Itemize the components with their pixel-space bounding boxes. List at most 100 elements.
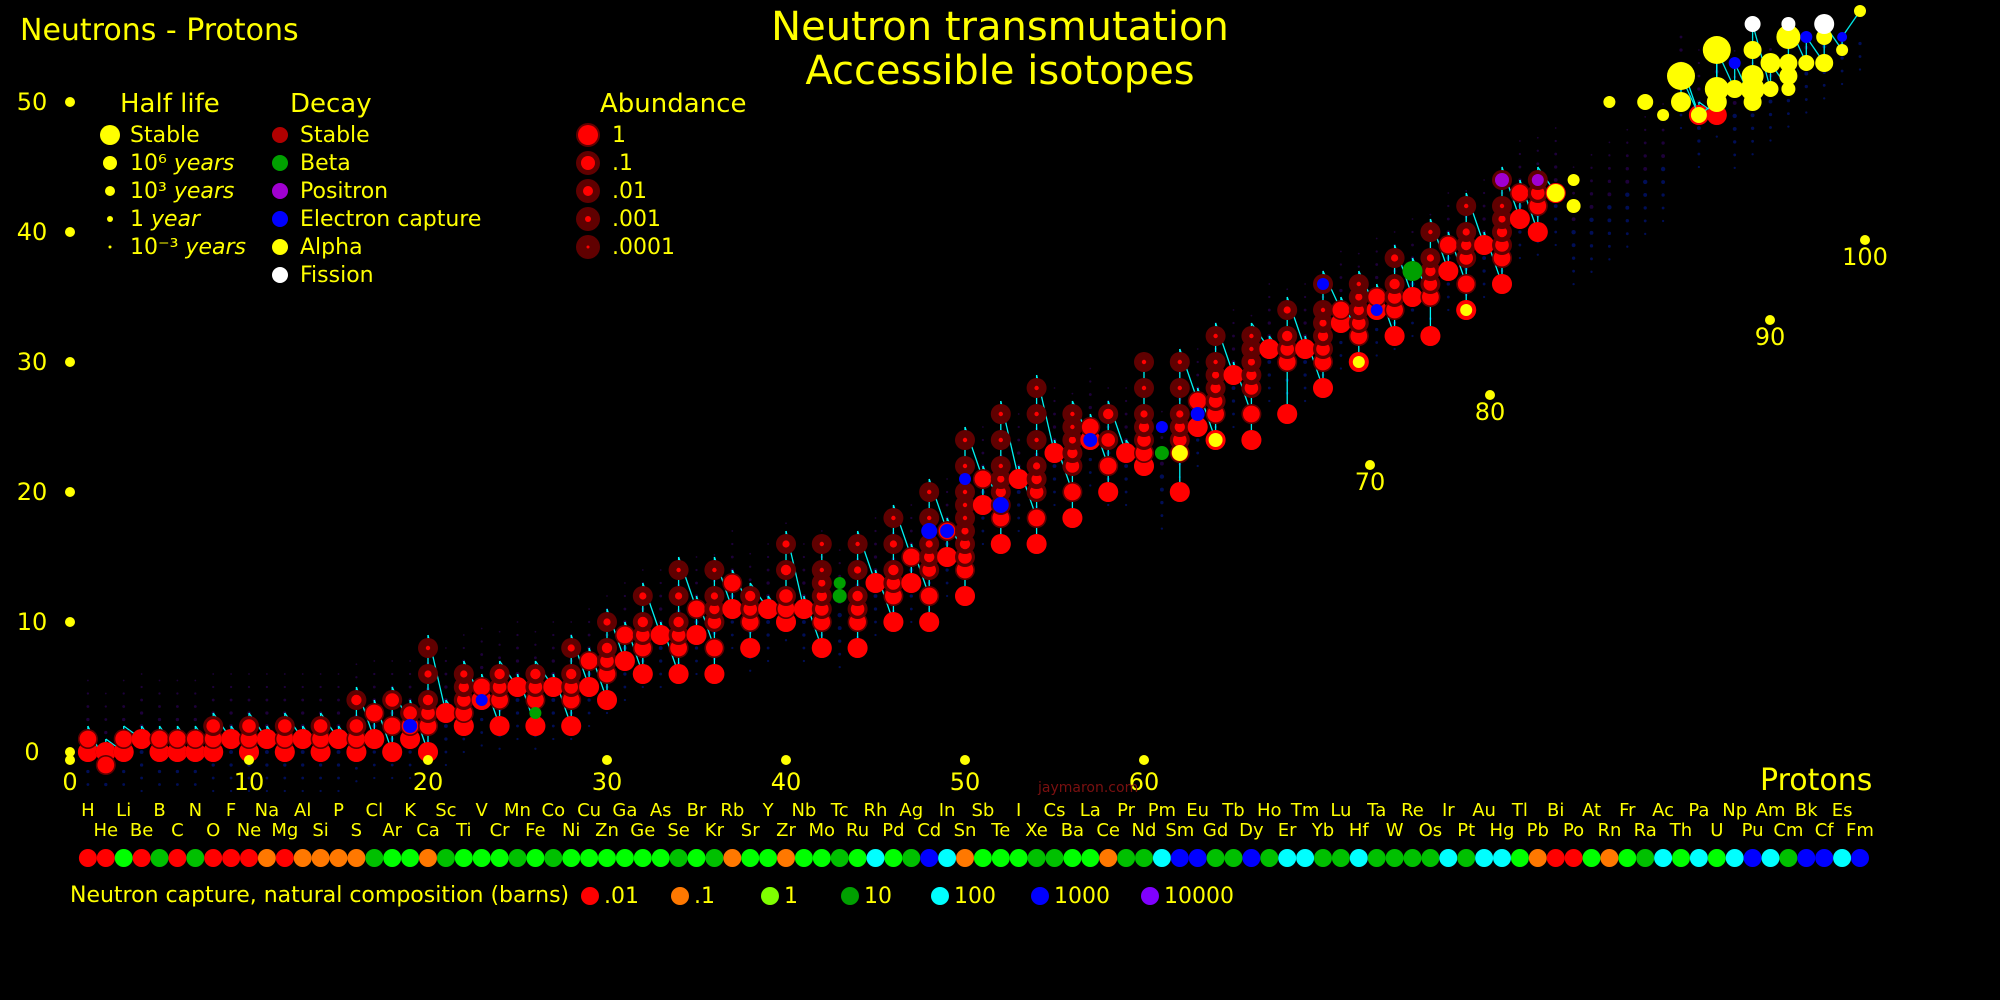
svg-text:Fm: Fm (1846, 820, 1874, 841)
svg-text:Th: Th (1669, 820, 1692, 841)
svg-text:0: 0 (24, 738, 39, 766)
svg-text:Cu: Cu (577, 800, 601, 821)
svg-text:Gd: Gd (1203, 820, 1228, 841)
svg-text:Mg: Mg (271, 820, 298, 841)
svg-text:Y: Y (762, 800, 775, 821)
svg-text:Pb: Pb (1527, 820, 1549, 841)
svg-text:.01: .01 (604, 884, 639, 909)
svg-text:Lu: Lu (1330, 800, 1351, 821)
svg-text:Te: Te (990, 820, 1010, 841)
svg-text:W: W (1386, 820, 1404, 841)
svg-text:Ar: Ar (382, 820, 402, 841)
svg-text:10⁶ years: 10⁶ years (130, 151, 234, 176)
svg-text:Zn: Zn (595, 820, 619, 841)
svg-text:10000: 10000 (1164, 884, 1234, 909)
svg-text:Np: Np (1722, 800, 1747, 821)
svg-text:Ru: Ru (846, 820, 869, 841)
svg-text:10: 10 (864, 884, 892, 909)
svg-text:100: 100 (954, 884, 996, 909)
svg-text:Neutron capture, natural compo: Neutron capture, natural composition (ba… (70, 883, 569, 908)
svg-text:Pt: Pt (1457, 820, 1475, 841)
svg-text:Fe: Fe (525, 820, 545, 841)
svg-text:Cf: Cf (1815, 820, 1835, 841)
svg-text:Cl: Cl (366, 800, 384, 821)
svg-text:Cm: Cm (1773, 820, 1803, 841)
svg-text:Pr: Pr (1117, 800, 1136, 821)
svg-text:Se: Se (667, 820, 690, 841)
svg-text:Tc: Tc (830, 800, 849, 821)
svg-text:Positron: Positron (300, 179, 388, 204)
svg-text:Sm: Sm (1165, 820, 1194, 841)
svg-text:80: 80 (1475, 398, 1506, 426)
svg-text:40: 40 (771, 768, 802, 796)
svg-text:Es: Es (1832, 800, 1853, 821)
svg-text:K: K (404, 800, 417, 821)
svg-text:100: 100 (1842, 243, 1888, 271)
svg-text:Cd: Cd (917, 820, 941, 841)
chart-title-line1: Neutron transmutation (771, 4, 1229, 50)
svg-text:Au: Au (1472, 800, 1496, 821)
svg-text:70: 70 (1355, 468, 1386, 496)
svg-text:Zr: Zr (776, 820, 796, 841)
svg-text:30: 30 (592, 768, 623, 796)
svg-text:Alpha: Alpha (300, 235, 363, 260)
svg-text:50: 50 (17, 88, 48, 116)
svg-text:Nd: Nd (1132, 820, 1157, 841)
svg-text:Sr: Sr (741, 820, 760, 841)
svg-text:Sn: Sn (954, 820, 977, 841)
svg-text:Ni: Ni (562, 820, 580, 841)
svg-text:Fission: Fission (300, 263, 374, 288)
svg-text:Bi: Bi (1547, 800, 1564, 821)
svg-text:Sb: Sb (971, 800, 994, 821)
svg-text:.0001: .0001 (612, 235, 675, 260)
svg-text:Stable: Stable (300, 123, 370, 148)
svg-text:20: 20 (17, 478, 48, 506)
svg-text:Hg: Hg (1490, 820, 1515, 841)
svg-text:Ir: Ir (1442, 800, 1455, 821)
svg-text:Cr: Cr (490, 820, 511, 841)
svg-text:S: S (351, 820, 362, 841)
svg-text:Ca: Ca (416, 820, 440, 841)
svg-text:I: I (1016, 800, 1021, 821)
svg-text:Er: Er (1278, 820, 1297, 841)
svg-text:Sc: Sc (435, 800, 456, 821)
x-axis-label: Protons (1760, 763, 1872, 798)
y-axis-label: Neutrons - Protons (20, 13, 299, 48)
svg-text:.001: .001 (612, 207, 661, 232)
svg-text:Decay: Decay (290, 89, 372, 119)
svg-text:Mn: Mn (504, 800, 531, 821)
svg-text:Tb: Tb (1221, 800, 1244, 821)
svg-text:1000: 1000 (1054, 884, 1110, 909)
svg-text:40: 40 (17, 218, 48, 246)
svg-text:Ho: Ho (1257, 800, 1282, 821)
svg-text:Nb: Nb (791, 800, 816, 821)
svg-text:Am: Am (1756, 800, 1786, 821)
svg-text:Rb: Rb (720, 800, 744, 821)
svg-text:Ce: Ce (1096, 820, 1120, 841)
svg-text:Pa: Pa (1688, 800, 1709, 821)
svg-text:Ne: Ne (237, 820, 262, 841)
svg-text:Li: Li (116, 800, 131, 821)
svg-text:Tm: Tm (1290, 800, 1320, 821)
chart-title-line2: Accessible isotopes (805, 48, 1194, 94)
svg-text:Ac: Ac (1652, 800, 1674, 821)
svg-text:H: H (81, 800, 95, 821)
svg-text:Ti: Ti (455, 820, 471, 841)
svg-text:Re: Re (1401, 800, 1424, 821)
svg-text:Co: Co (542, 800, 566, 821)
svg-text:Ag: Ag (899, 800, 923, 821)
svg-text:10⁻³ years: 10⁻³ years (130, 235, 246, 260)
svg-text:Si: Si (312, 820, 328, 841)
svg-text:1: 1 (612, 123, 626, 148)
svg-text:10: 10 (234, 768, 265, 796)
svg-text:Cs: Cs (1044, 800, 1066, 821)
svg-text:30: 30 (17, 348, 48, 376)
svg-text:20: 20 (413, 768, 444, 796)
svg-text:Electron capture: Electron capture (300, 207, 481, 232)
svg-text:Na: Na (255, 800, 280, 821)
svg-text:Xe: Xe (1025, 820, 1048, 841)
svg-text:U: U (1710, 820, 1723, 841)
svg-text:P: P (333, 800, 344, 821)
svg-text:Beta: Beta (300, 151, 351, 176)
svg-text:Po: Po (1563, 820, 1584, 841)
